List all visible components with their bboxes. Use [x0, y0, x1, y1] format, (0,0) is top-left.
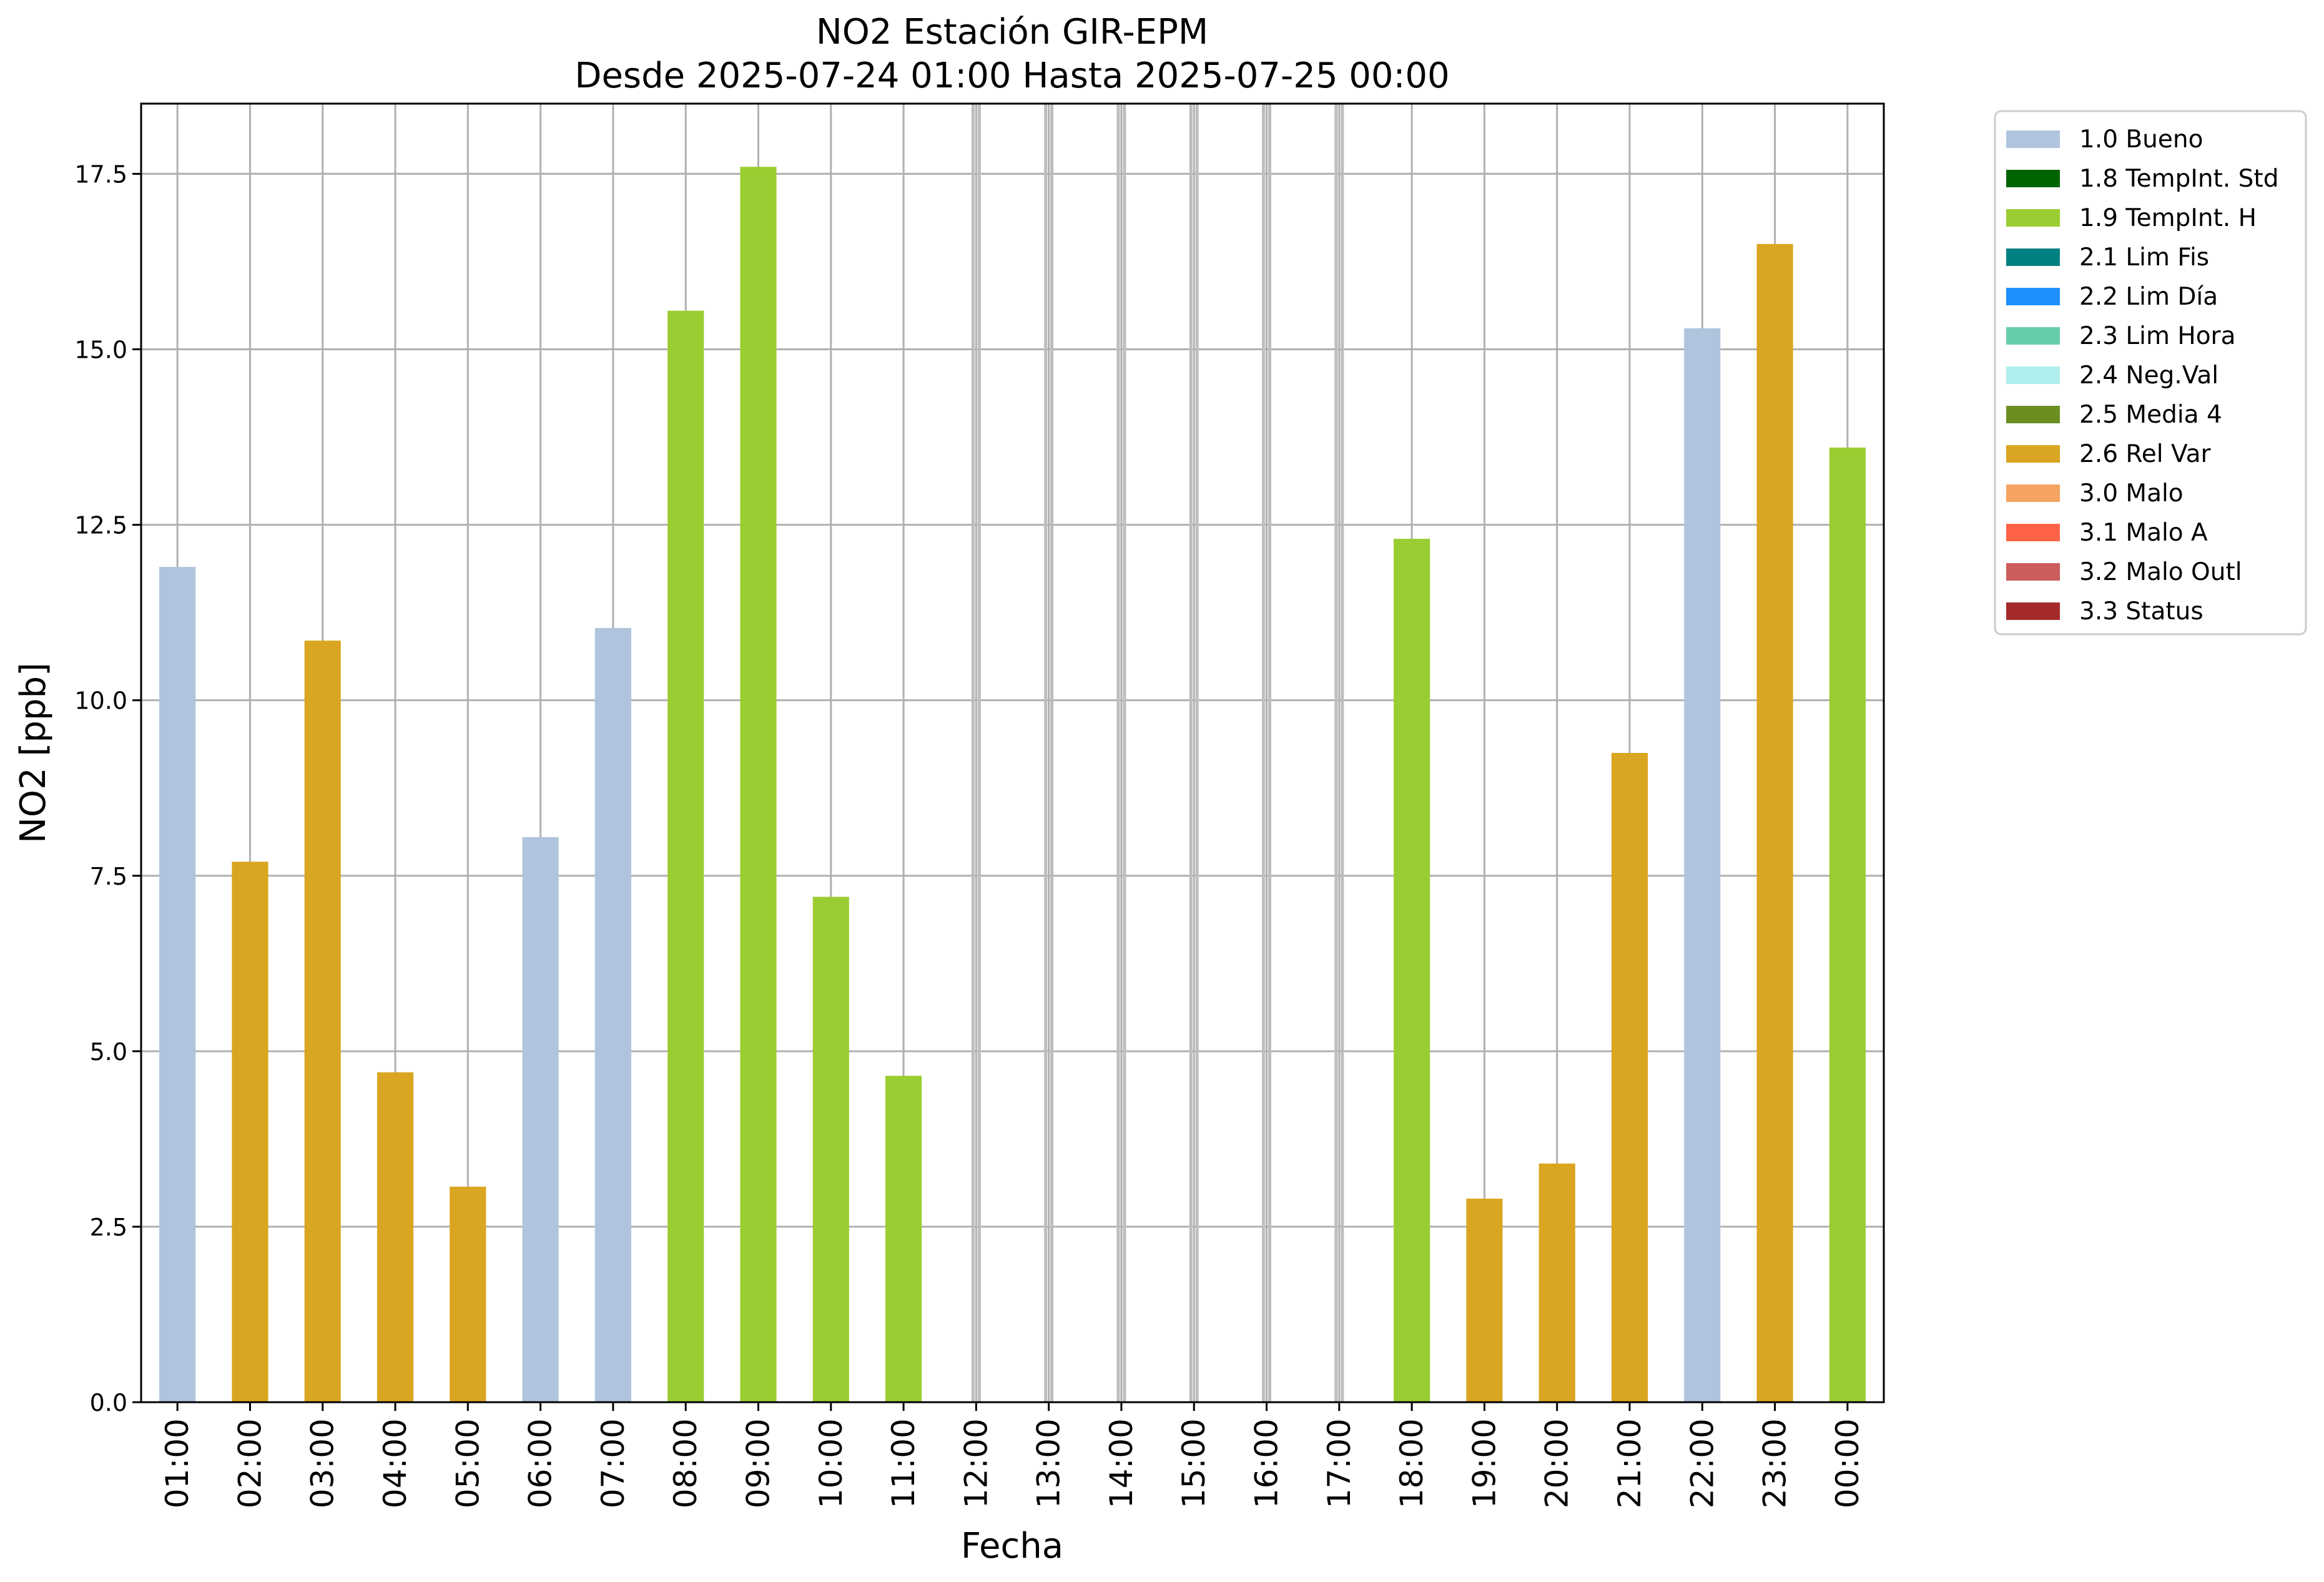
x-tick-label: 09:00 [740, 1418, 776, 1508]
bar [1466, 1198, 1503, 1402]
legend-swatch [2006, 327, 2060, 345]
chart-subtitle: Desde 2025-07-24 01:00 Hasta 2025-07-25 … [574, 56, 1449, 96]
y-tick-label: 7.5 [90, 863, 127, 890]
bar [377, 1072, 414, 1402]
legend-label: 1.0 Bueno [2079, 125, 2203, 154]
bars [159, 167, 1866, 1403]
y-tick-label: 0.0 [90, 1389, 127, 1417]
bar [885, 1076, 922, 1402]
x-tick-label: 02:00 [232, 1418, 268, 1508]
legend-label: 3.3 Status [2079, 597, 2203, 626]
legend-label: 1.8 TempInt. Std [2079, 165, 2278, 193]
y-tick-label: 10.0 [74, 687, 127, 715]
y-tick-label: 12.5 [74, 512, 127, 539]
x-tick-label: 14:00 [1103, 1418, 1140, 1508]
y-tick-label: 17.5 [74, 160, 127, 188]
legend-frame [1994, 110, 2307, 636]
legend: 1.0 Bueno 1.8 TempInt. Std 1.9 TempInt. H 2… [1994, 110, 2307, 636]
x-tick-label: 01:00 [159, 1418, 195, 1508]
x-tick-label: 18:00 [1394, 1418, 1430, 1508]
legend-label: 3.1 Malo A [2079, 519, 2208, 547]
chart-title: NO2 Estación GIR-EPM [816, 12, 1208, 52]
bar [812, 897, 849, 1402]
bar [1756, 243, 1793, 1402]
legend-swatch [2006, 484, 2060, 502]
x-tick-label: 00:00 [1829, 1418, 1866, 1508]
x-tick-label: 15:00 [1176, 1418, 1212, 1508]
x-tick-label: 08:00 [667, 1418, 704, 1508]
y-tick-label: 15.0 [74, 337, 127, 364]
x-tick-label: 22:00 [1684, 1418, 1720, 1508]
x-tick-label: 11:00 [885, 1418, 922, 1508]
x-tick-label: 17:00 [1321, 1418, 1357, 1508]
x-tick-label: 21:00 [1612, 1418, 1648, 1508]
bar [667, 310, 704, 1403]
legend-swatch [2006, 209, 2060, 227]
bar [1394, 539, 1430, 1402]
bar [1611, 753, 1648, 1402]
legend-items: 1.0 Bueno 1.8 TempInt. Std 1.9 TempInt. H 2… [2006, 125, 2278, 626]
legend-label: 2.4 Neg.Val [2079, 361, 2218, 390]
legend-swatch [2006, 288, 2060, 305]
legend-swatch [2006, 445, 2060, 463]
bar [304, 641, 341, 1402]
legend-label: 1.9 TempInt. H [2079, 204, 2257, 232]
x-tick-label: 16:00 [1249, 1418, 1285, 1508]
y-axis: 0.0 2.5 5.0 7.5 10.0 12.5 15.0 17.5 [74, 160, 141, 1417]
legend-swatch [2006, 524, 2060, 541]
legend-label: 2.1 Lim Fis [2079, 243, 2209, 272]
legend-label: 3.0 Malo [2079, 479, 2184, 508]
bar [740, 167, 777, 1402]
x-axis: 01:00 02:00 03:00 04:00 05:00 06:00 07:00 08:00… [159, 1402, 1866, 1508]
x-tick-label: 10:00 [813, 1418, 849, 1508]
legend-label: 2.5 Media 4 [2079, 401, 2222, 429]
legend-swatch [2006, 248, 2060, 266]
legend-label: 2.2 Lim Día [2079, 283, 2218, 311]
legend-swatch [2006, 366, 2060, 384]
x-tick-label: 23:00 [1757, 1418, 1793, 1508]
legend-swatch [2006, 170, 2060, 187]
legend-swatch [2006, 563, 2060, 581]
x-tick-label: 19:00 [1466, 1418, 1502, 1508]
x-tick-label: 06:00 [523, 1418, 559, 1508]
bar [450, 1186, 486, 1402]
x-tick-label: 13:00 [1031, 1418, 1067, 1508]
x-tick-label: 03:00 [305, 1418, 341, 1508]
x-tick-label: 12:00 [958, 1418, 994, 1508]
legend-label: 3.2 Malo Outl [2079, 558, 2242, 586]
legend-swatch [2006, 406, 2060, 423]
bar [232, 862, 268, 1402]
x-tick-label: 05:00 [450, 1418, 486, 1508]
bar [1829, 447, 1866, 1402]
y-tick-label: 5.0 [90, 1038, 127, 1066]
bar [1684, 328, 1721, 1402]
x-tick-label: 07:00 [595, 1418, 631, 1508]
legend-label: 2.6 Rel Var [2079, 440, 2212, 468]
x-axis-label: Fecha [961, 1526, 1063, 1566]
plot-area-frame [140, 102, 1885, 1403]
x-tick-label: 04:00 [377, 1418, 413, 1508]
y-tick-label: 2.5 [90, 1214, 127, 1241]
bar [1539, 1163, 1575, 1402]
x-tick-label: 20:00 [1539, 1418, 1575, 1508]
bar [594, 627, 631, 1402]
legend-label: 2.3 Lim Hora [2079, 322, 2236, 350]
bar [159, 567, 196, 1402]
bar [522, 837, 559, 1402]
legend-swatch [2006, 602, 2060, 620]
legend-swatch [2006, 130, 2060, 148]
y-axis-label: NO2 [ppb] [13, 662, 54, 843]
